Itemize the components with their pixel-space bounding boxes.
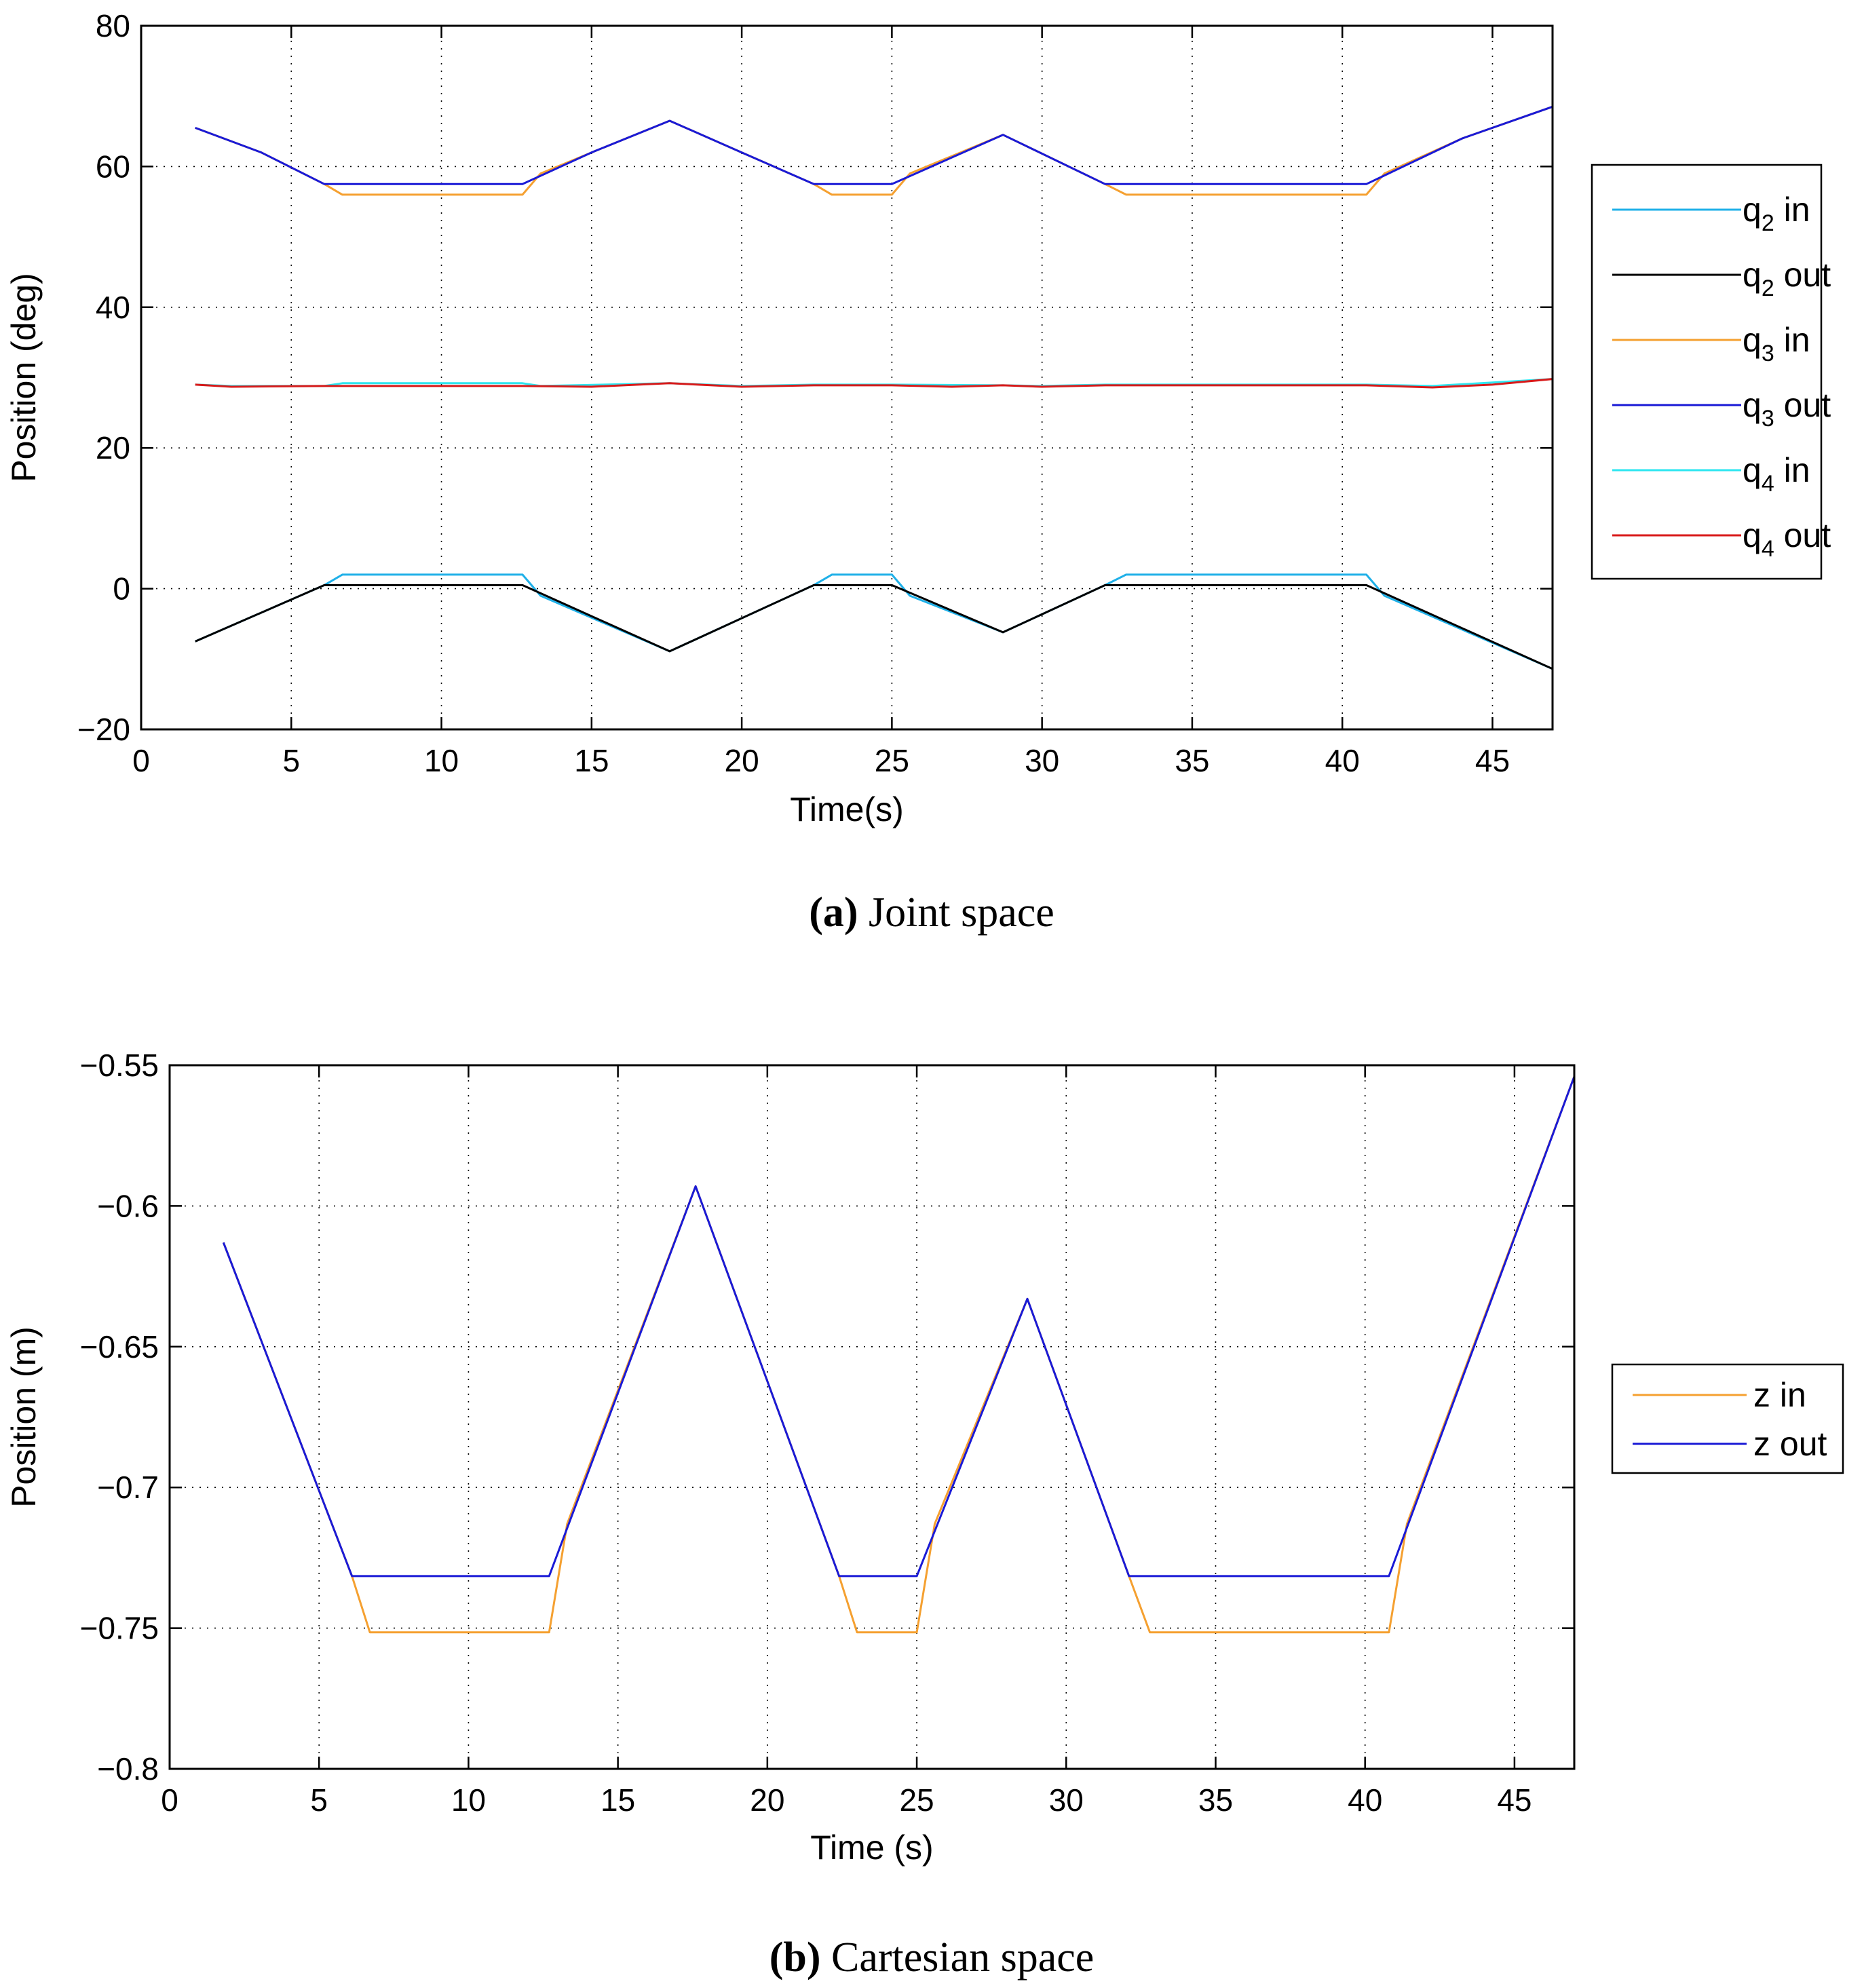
y-tick-label: −0.8 bbox=[97, 1751, 159, 1786]
y-tick-label: 80 bbox=[96, 8, 130, 43]
x-tick-label: 15 bbox=[601, 1782, 635, 1818]
x-axis-label: Time (s) bbox=[810, 1829, 933, 1867]
figure-caption: (a) Joint space bbox=[809, 890, 1054, 936]
y-tick-label: −20 bbox=[77, 712, 130, 747]
legend-label: z in bbox=[1753, 1376, 1806, 1414]
y-tick-label: −0.6 bbox=[97, 1188, 159, 1223]
x-tick-label: 15 bbox=[574, 743, 609, 778]
x-tick-label: 45 bbox=[1497, 1782, 1532, 1818]
y-tick-label: −0.75 bbox=[80, 1611, 159, 1646]
x-tick-label: 0 bbox=[132, 743, 150, 778]
legend-box bbox=[1611, 1363, 1844, 1474]
x-tick-label: 30 bbox=[1025, 743, 1059, 778]
axes-box bbox=[140, 24, 1554, 731]
legend-box bbox=[1591, 164, 1823, 580]
series-line-q3-in bbox=[195, 105, 1553, 196]
y-tick-label: 40 bbox=[96, 290, 130, 325]
series-line-q4-out bbox=[195, 378, 1553, 389]
y-axis-label: Position (deg) bbox=[5, 273, 43, 482]
joint-space-chart: 0 5 10 15 20 25 30 35 40 45−20020406080Time(s)Pos… bbox=[5, 8, 1831, 936]
x-axis-label: Time(s) bbox=[790, 790, 904, 828]
axes-box bbox=[168, 1064, 1576, 1770]
legend-label: q3 out bbox=[1743, 386, 1831, 432]
x-tick-label: 40 bbox=[1325, 743, 1360, 778]
x-tick-label: 35 bbox=[1175, 743, 1209, 778]
x-tick-label: 0 bbox=[161, 1782, 178, 1818]
x-tick-label: 5 bbox=[282, 743, 300, 778]
x-tick-label: 10 bbox=[424, 743, 459, 778]
x-tick-label: 10 bbox=[451, 1782, 486, 1818]
y-tick-label: 20 bbox=[96, 430, 130, 465]
x-tick-label: 40 bbox=[1348, 1782, 1382, 1818]
y-tick-label: −0.7 bbox=[97, 1470, 159, 1505]
legend-label: q3 in bbox=[1743, 321, 1810, 366]
x-tick-label: 35 bbox=[1198, 1782, 1233, 1818]
legend: z in z out bbox=[1611, 1363, 1844, 1474]
y-tick-label: 60 bbox=[96, 149, 130, 184]
series-line-q2-out bbox=[195, 584, 1553, 670]
legend-label: q2 in bbox=[1743, 191, 1810, 236]
series-line-q3-out bbox=[195, 105, 1553, 185]
x-tick-label: 30 bbox=[1049, 1782, 1084, 1818]
x-tick-label: 25 bbox=[899, 1782, 934, 1818]
legend-label: q2 out bbox=[1743, 256, 1831, 301]
legend-label: q4 out bbox=[1743, 516, 1831, 562]
legend-label: z out bbox=[1753, 1425, 1827, 1463]
cartesian-space-chart: 0 5 10 15 20 25 30 35 40 45 −0.8 −0.75 −0.7 −0.65 −0.6… bbox=[5, 1048, 1844, 1981]
series-line-z-out bbox=[222, 1076, 1576, 1578]
x-tick-label: 45 bbox=[1475, 743, 1510, 778]
legend-label: q4 in bbox=[1743, 451, 1810, 497]
y-tick-label: −0.65 bbox=[80, 1329, 159, 1364]
series-line-q2-in bbox=[195, 573, 1553, 670]
legend: q2 in q2 out q3 in q3 out q4 in q4 out bbox=[1591, 164, 1831, 580]
y-axis-label: Position (m) bbox=[5, 1326, 43, 1508]
x-tick-label: 25 bbox=[875, 743, 909, 778]
x-tick-label: 20 bbox=[750, 1782, 784, 1818]
y-tick-label: −0.55 bbox=[80, 1048, 159, 1083]
x-tick-label: 20 bbox=[725, 743, 759, 778]
x-tick-label: 5 bbox=[310, 1782, 328, 1818]
figure-caption: (b) Cartesian space bbox=[769, 1934, 1095, 1981]
series-line-z-in bbox=[222, 1076, 1576, 1634]
y-tick-label: 0 bbox=[113, 571, 130, 607]
